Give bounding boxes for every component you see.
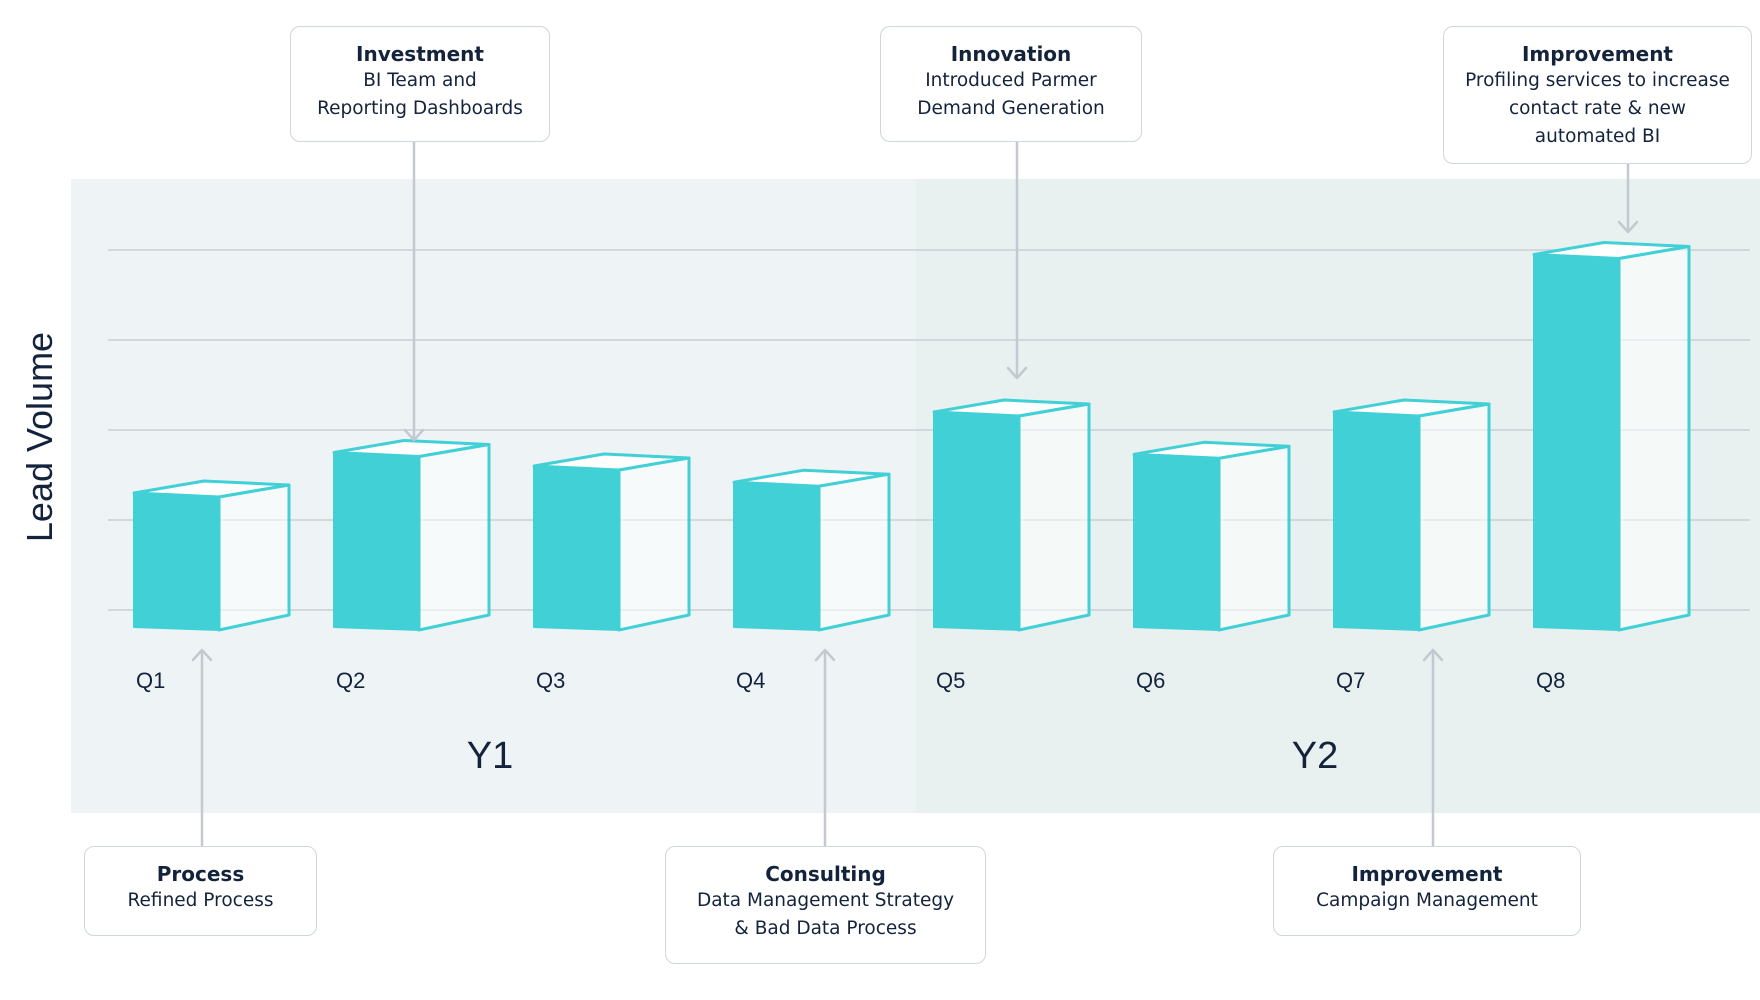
bar-q8 xyxy=(1532,241,1691,632)
bar-q7 xyxy=(1332,398,1491,632)
callout-investment: Investment BI Team and Reporting Dashboa… xyxy=(290,26,550,142)
bar-front-face xyxy=(333,451,420,631)
x-tick-label: Q5 xyxy=(936,668,965,693)
bar-q1 xyxy=(132,479,291,632)
year-1-label: Y1 xyxy=(466,735,514,777)
year-2-label: Y2 xyxy=(1291,735,1339,777)
x-tick-label: Q7 xyxy=(1336,668,1365,693)
connector-arrowhead xyxy=(814,648,836,662)
bar-side-face xyxy=(1017,402,1091,632)
connector-arrowhead xyxy=(1617,220,1639,234)
bar-front-face xyxy=(1333,411,1420,631)
callout-consulting: Consulting Data Management Strategy & Ba… xyxy=(665,846,986,964)
bar-front-face xyxy=(1533,253,1620,631)
bar-side-face xyxy=(217,483,291,632)
callout-title: Improvement xyxy=(1521,42,1673,66)
bar-side-face xyxy=(1217,444,1291,632)
callout-title: Improvement xyxy=(1351,862,1503,886)
callout-innovation: Innovation Introduced Parmer Demand Gene… xyxy=(880,26,1142,142)
bar-front-face xyxy=(533,465,620,631)
bar-side-face xyxy=(417,443,491,632)
callout-improvement-bi: Improvement Profiling services to increa… xyxy=(1443,26,1752,164)
callout-title: Process xyxy=(156,862,245,886)
x-tick-label: Q4 xyxy=(736,668,765,693)
callout-text: Profiling services to increase contact r… xyxy=(1465,70,1730,147)
connector-arrowhead xyxy=(1006,366,1028,380)
bar-side-face xyxy=(1617,245,1691,632)
callout-text: Data Management Strategy & Bad Data Proc… xyxy=(696,890,955,939)
callout-title: Investment xyxy=(356,42,484,66)
bar-q5 xyxy=(932,398,1091,632)
x-tick-label: Q1 xyxy=(136,668,165,693)
callout-text: BI Team and Reporting Dashboards xyxy=(317,70,523,119)
bar-q4 xyxy=(732,468,891,632)
bar-front-face xyxy=(733,481,820,631)
bar-side-face xyxy=(1417,402,1491,632)
callout-text: Campaign Management xyxy=(1316,890,1538,911)
x-tick-label: Q3 xyxy=(536,668,565,693)
callout-title: Consulting xyxy=(765,862,886,886)
bar-side-face xyxy=(817,472,891,632)
callout-title: Innovation xyxy=(950,42,1072,66)
bar-side-face xyxy=(617,456,691,632)
callout-process: Process Refined Process xyxy=(84,846,317,936)
y-axis-label: Lead Volume xyxy=(19,331,60,543)
bar-front-face xyxy=(933,411,1020,631)
x-tick-label: Q8 xyxy=(1536,668,1565,693)
bar-q3 xyxy=(532,452,691,632)
connector-arrowhead xyxy=(191,648,213,662)
callout-text: Refined Process xyxy=(127,890,274,911)
bar-front-face xyxy=(1133,453,1220,631)
connector-arrowhead xyxy=(1422,648,1444,662)
x-tick-label: Q2 xyxy=(336,668,365,693)
callout-improvement-campaign: Improvement Campaign Management xyxy=(1273,846,1581,936)
x-tick-label: Q6 xyxy=(1136,668,1165,693)
connector-arrowhead xyxy=(403,428,425,442)
callout-text: Introduced Parmer Demand Generation xyxy=(917,70,1105,119)
bar-front-face xyxy=(133,492,220,631)
bar-q2 xyxy=(332,439,491,632)
bar-q6 xyxy=(1132,440,1291,632)
